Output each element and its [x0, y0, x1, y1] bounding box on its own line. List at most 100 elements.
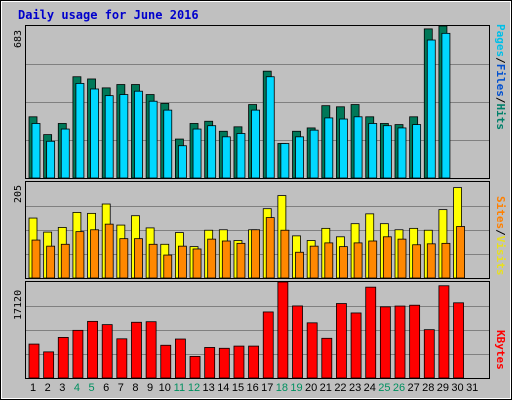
legend-kbytes: KBytes — [494, 330, 507, 370]
sites-bar — [236, 242, 246, 279]
day-label: 10 — [158, 382, 171, 394]
kbytes-bar — [292, 305, 303, 379]
kbytes-bar — [174, 338, 186, 379]
legend-visits: Visits — [494, 235, 507, 276]
sites-bar — [397, 238, 407, 279]
day-label: 30 — [451, 382, 464, 394]
kbytes-bar — [365, 286, 377, 379]
day-label: 12 — [187, 382, 201, 394]
legend-separator: / — [494, 96, 507, 104]
sites-bar — [339, 246, 348, 279]
pages-bar — [353, 116, 363, 179]
pages-bar — [368, 123, 378, 179]
legend-pages: Pages — [494, 24, 507, 58]
day-label: 13 — [202, 382, 215, 394]
kbytes-bar — [409, 304, 421, 379]
sites-bar — [90, 229, 99, 279]
pages-bar — [163, 109, 173, 179]
day-label: 29 — [436, 382, 450, 394]
pages-bar — [46, 140, 56, 179]
sites-bar — [163, 254, 173, 279]
sites-bar — [426, 243, 436, 279]
pages-bar — [31, 123, 41, 179]
day-label: 14 — [217, 382, 230, 394]
kbytes-bar — [438, 285, 450, 379]
kbytes-bar — [336, 303, 347, 379]
pages-bar — [265, 76, 275, 179]
sites-bar — [412, 244, 422, 279]
middle-panel-legend: Sites/Visits — [494, 196, 507, 276]
pages-bar — [324, 117, 334, 179]
sites-bar — [104, 223, 114, 279]
kbytes-bar — [218, 347, 230, 379]
kbytes-bar — [116, 338, 128, 379]
day-label: 11 — [173, 382, 186, 394]
sites-bar — [295, 251, 304, 279]
pages-bar — [192, 128, 202, 179]
kbytes-bar — [262, 311, 274, 379]
pages-bar — [104, 95, 114, 179]
sites-bar — [46, 245, 56, 279]
kbytes-bar — [453, 302, 464, 379]
bottom-panel-legend: KBytes — [494, 330, 507, 370]
pages-bar — [236, 133, 246, 179]
sites-bar — [221, 240, 231, 279]
kbytes-bar — [204, 347, 216, 379]
sites-bar — [368, 240, 378, 279]
sites-bar — [134, 238, 143, 279]
sites-bar — [177, 245, 187, 279]
pages-bar — [441, 32, 451, 179]
kbytes-bar — [43, 351, 55, 379]
day-label: 6 — [103, 382, 110, 394]
day-label: 9 — [147, 382, 154, 394]
day-label: 5 — [88, 382, 95, 394]
sites-bar — [382, 236, 392, 279]
day-label: 19 — [290, 382, 303, 394]
day-label: 17 — [261, 382, 274, 394]
day-label: 18 — [275, 382, 288, 394]
kbytes-bar — [350, 312, 362, 379]
kbytes-bar — [28, 343, 40, 379]
sites-bar — [456, 226, 465, 279]
day-label: 20 — [305, 382, 318, 394]
day-label: 31 — [466, 382, 479, 394]
top-panel-max-label: 683 — [13, 29, 24, 48]
day-label: 2 — [44, 382, 51, 394]
legend-files: Files — [494, 63, 507, 97]
chart-title: Daily usage for June 2016 — [18, 8, 199, 22]
kbytes-bar — [160, 344, 172, 379]
kbytes-bar — [321, 337, 333, 379]
sites-bar — [75, 231, 85, 279]
sites-bar — [324, 242, 334, 279]
pages-bar — [295, 136, 304, 179]
pages-bar — [60, 128, 70, 179]
day-label: 25 — [378, 382, 391, 394]
day-label: 7 — [117, 382, 124, 394]
sites-bar — [265, 217, 275, 279]
day-label: 21 — [319, 382, 332, 394]
kbytes-bar — [72, 329, 84, 379]
pages-bar — [382, 125, 392, 179]
kbytes-bar — [394, 305, 406, 379]
pages-bar — [177, 145, 187, 179]
kbytes-bar — [233, 345, 245, 379]
kbytes-bar — [101, 324, 113, 379]
day-label: 27 — [407, 382, 420, 394]
pages-bar — [309, 129, 319, 179]
kbytes-bar — [306, 322, 318, 379]
pages-bar — [148, 100, 158, 179]
kbytes-bar — [277, 281, 289, 379]
day-label: 28 — [422, 382, 435, 394]
legend-separator: / — [494, 229, 507, 236]
pages-bar — [221, 136, 231, 179]
day-label: 26 — [392, 382, 406, 394]
legend-sites: Sites — [494, 196, 507, 230]
day-label: 8 — [132, 382, 139, 394]
day-label: 1 — [29, 382, 37, 394]
sites-bar — [441, 242, 451, 279]
sites-bar — [309, 245, 319, 279]
pages-bar — [412, 124, 422, 179]
